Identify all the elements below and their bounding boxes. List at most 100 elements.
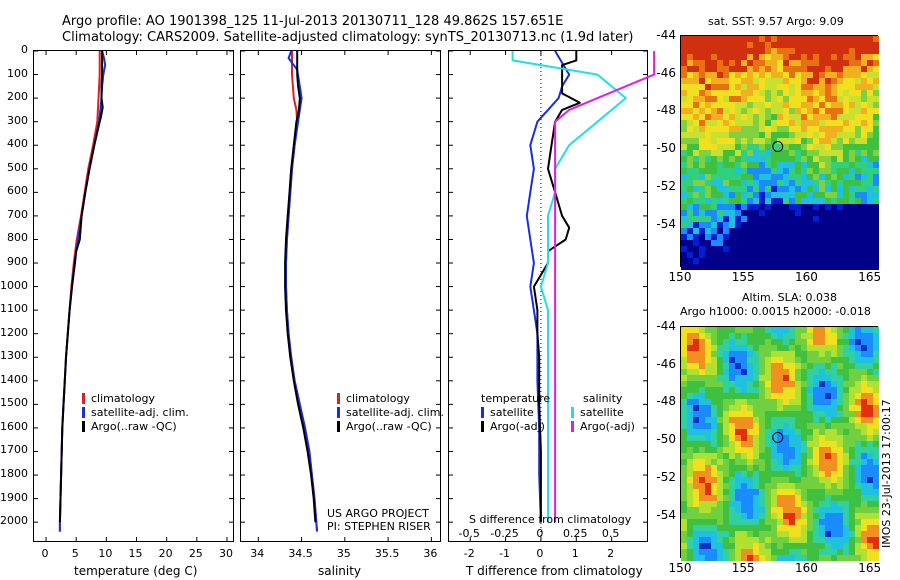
map-cell [819, 405, 825, 411]
map-cell [837, 417, 843, 423]
map-cell [783, 375, 789, 381]
map-cell [783, 66, 789, 72]
map-cell [843, 252, 849, 258]
map-cell [747, 459, 753, 465]
map-cell [867, 246, 873, 252]
map-cell [783, 54, 789, 60]
map-cell [843, 132, 849, 138]
map-cell [843, 417, 849, 423]
map-cell [747, 78, 753, 84]
map-cell [741, 108, 747, 114]
map-cell [693, 375, 699, 381]
map-cell [723, 138, 729, 144]
legend-label: Argo(-adj) [490, 420, 545, 433]
map-cell [801, 204, 807, 210]
map-cell [735, 453, 741, 459]
map-cell [777, 96, 783, 102]
map-cell [765, 132, 771, 138]
map-cell [729, 36, 735, 42]
map-cell [723, 222, 729, 228]
map-cell [723, 66, 729, 72]
map-cell [837, 186, 843, 192]
map-cell [819, 507, 825, 513]
map-cell [873, 393, 879, 399]
map-cell [825, 222, 831, 228]
map-cell [861, 66, 867, 72]
map-cell [723, 465, 729, 471]
map-cell [831, 453, 837, 459]
lat-tick-label: -48 [656, 103, 676, 118]
map-cell [873, 417, 879, 423]
temperature-legend: climatology satellite-adj. clim. Argo(..… [82, 392, 189, 434]
map-cell [699, 549, 705, 555]
map-cell [837, 465, 843, 471]
map-cell [795, 495, 801, 501]
map-cell [717, 114, 723, 120]
map-cell [849, 36, 855, 42]
map-cell [867, 333, 873, 339]
salinity-plot: climatology satellite-adj. clim. Argo(..… [240, 50, 444, 542]
map-cell [861, 333, 867, 339]
map-cell [681, 186, 687, 192]
map-cell [687, 198, 693, 204]
map-cell [711, 471, 717, 477]
map-cell [825, 423, 831, 429]
map-cell [759, 519, 765, 525]
map-cell [729, 519, 735, 525]
map-cell [837, 132, 843, 138]
map-cell [753, 531, 759, 537]
map-cell [873, 495, 879, 501]
map-cell [789, 108, 795, 114]
map-cell [801, 258, 807, 264]
x-tick-label: 35 [336, 547, 351, 560]
map-cell [717, 222, 723, 228]
map-cell [735, 369, 741, 375]
map-cell [747, 126, 753, 132]
map-cell [849, 60, 855, 66]
map-cell [753, 252, 759, 258]
map-cell [711, 537, 717, 543]
map-cell [765, 423, 771, 429]
map-cell [753, 108, 759, 114]
map-cell [855, 477, 861, 483]
map-cell [777, 537, 783, 543]
map-cell [747, 192, 753, 198]
map-cell [819, 555, 825, 561]
map-cell [753, 198, 759, 204]
map-cell [819, 483, 825, 489]
map-cell [681, 465, 687, 471]
map-cell [807, 84, 813, 90]
map-cell [837, 471, 843, 477]
map-cell [813, 513, 819, 519]
map-cell [747, 393, 753, 399]
map-cell [777, 453, 783, 459]
map-cell [711, 54, 717, 60]
map-cell [861, 144, 867, 150]
map-cell [753, 351, 759, 357]
map-cell [801, 246, 807, 252]
map-cell [771, 555, 777, 561]
map-cell [867, 198, 873, 204]
map-cell [873, 381, 879, 387]
sla-map [680, 326, 879, 561]
map-cell [873, 180, 879, 186]
map-cell [735, 234, 741, 240]
map-cell [831, 174, 837, 180]
map-cell [813, 168, 819, 174]
map-cell [825, 126, 831, 132]
map-cell [729, 168, 735, 174]
map-cell [783, 507, 789, 513]
map-cell [849, 405, 855, 411]
map-cell [855, 363, 861, 369]
map-cell [843, 447, 849, 453]
map-cell [801, 60, 807, 66]
map-cell [693, 48, 699, 54]
map-cell [705, 417, 711, 423]
map-cell [777, 369, 783, 375]
map-cell [843, 537, 849, 543]
map-cell [765, 531, 771, 537]
map-cell [699, 531, 705, 537]
map-cell [789, 447, 795, 453]
map-cell [723, 555, 729, 561]
map-cell [681, 66, 687, 72]
